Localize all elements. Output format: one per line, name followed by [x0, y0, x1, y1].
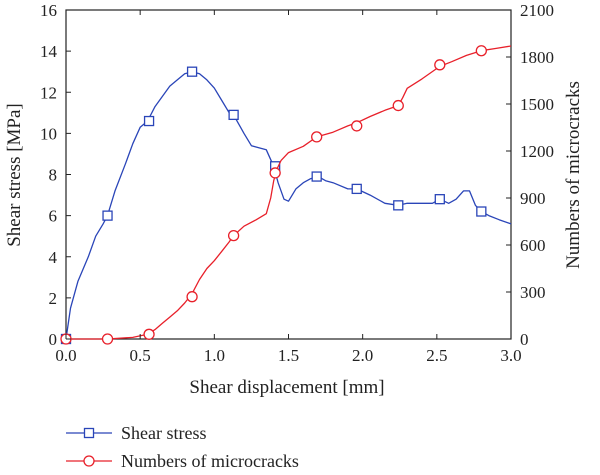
data-point-numbers-of-microcracks	[351, 120, 363, 132]
data-point-shear-stress	[351, 183, 362, 195]
data-point-shear-stress	[228, 109, 239, 121]
x-tick-label: 0.0	[55, 346, 76, 365]
x-tick-label: 1.5	[278, 346, 299, 365]
y-axis-left-title: Shear stress [MPa]	[4, 103, 25, 247]
x-tick-label: 2.5	[426, 346, 447, 365]
y-right-tick-label: 2100	[520, 1, 554, 20]
y-left-tick-label: 8	[49, 166, 58, 185]
data-point-numbers-of-microcracks	[101, 333, 114, 345]
data-point-shear-stress	[186, 66, 198, 77]
data-point-shear-stress	[143, 115, 155, 127]
y-right-tick-label: 0	[520, 330, 529, 349]
y-left-tick-label: 14	[40, 42, 58, 61]
y-right-tick-label: 1200	[520, 142, 554, 161]
series-line-numbers-of-microcracks	[66, 45, 512, 340]
legend-item-microcracks: Numbers of microcracks	[66, 451, 299, 471]
y-axis-right-title: Numbers of microcracks	[563, 81, 584, 269]
y-left-tick-label: 2	[49, 289, 58, 308]
x-tick-label: 3.0	[500, 346, 521, 365]
data-point-shear-stress	[393, 200, 404, 211]
legend-square-marker-icon	[83, 427, 95, 439]
data-point-numbers-of-microcracks	[143, 328, 155, 340]
legend-circle-marker-icon	[83, 455, 95, 467]
y-left-tick-label: 6	[49, 207, 58, 226]
y-right-tick-label: 300	[520, 283, 546, 302]
y-right-tick-label: 1800	[520, 48, 554, 67]
legend-item-shear-stress: Shear stress	[66, 423, 206, 443]
ticks-layer: 0.0 0.5 1.0 1.5 2.0 2.5 3.00246810121416030060…	[40, 1, 554, 365]
x-tick-label: 1.0	[204, 346, 225, 365]
y-left-tick-label: 10	[40, 124, 57, 143]
y-left-tick-label: 0	[49, 330, 58, 349]
series-line-shear-stress	[65, 71, 512, 340]
y-right-tick-label: 600	[520, 236, 546, 255]
data-point-numbers-of-microcracks	[475, 45, 487, 57]
data-point-shear-stress	[311, 171, 322, 182]
data-point-shear-stress	[434, 194, 445, 205]
y-right-tick-label: 1500	[520, 95, 554, 114]
y-left-tick-label: 12	[40, 83, 57, 102]
y-left-tick-label: 4	[49, 248, 58, 267]
legend-label-shear-stress: Shear stress	[121, 423, 206, 443]
y-right-tick-label: 900	[520, 189, 546, 208]
plot-area-border	[65, 9, 512, 340]
x-tick-label: 2.0	[352, 346, 373, 365]
data-point-numbers-of-microcracks	[392, 99, 404, 112]
data-point-shear-stress	[102, 210, 113, 221]
plot-frame	[65, 9, 512, 340]
data-point-shear-stress	[476, 206, 487, 217]
y-left-tick-label: 16	[40, 1, 57, 20]
legend-label-microcracks: Numbers of microcracks	[121, 451, 299, 471]
series-layer	[60, 45, 512, 345]
x-tick-label: 0.5	[130, 346, 151, 365]
data-point-numbers-of-microcracks	[269, 167, 281, 179]
data-point-numbers-of-microcracks	[186, 291, 198, 303]
data-point-numbers-of-microcracks	[434, 59, 446, 71]
data-point-numbers-of-microcracks	[227, 229, 240, 242]
data-point-numbers-of-microcracks	[311, 131, 323, 143]
legend: Shear stress Numbers of microcracks	[66, 423, 299, 471]
x-axis-title: Shear displacement [mm]	[189, 377, 384, 398]
